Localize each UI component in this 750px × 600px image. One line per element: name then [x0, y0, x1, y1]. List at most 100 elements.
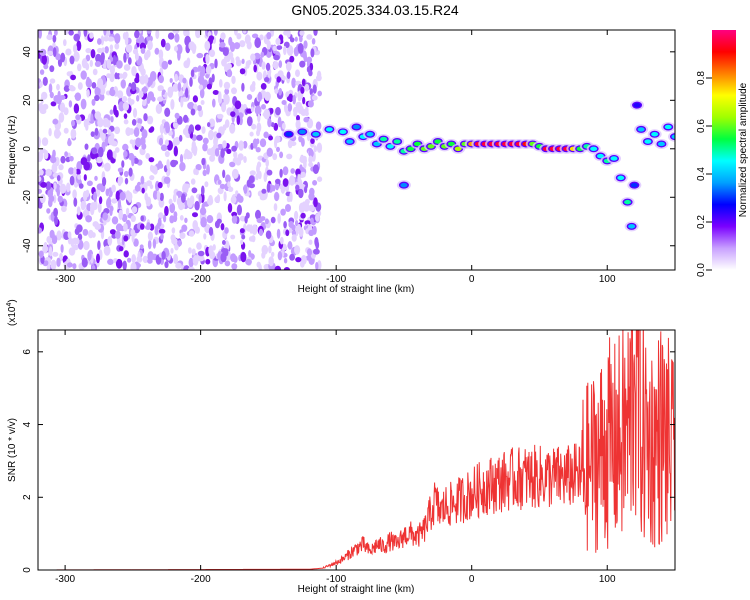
noise-blob	[122, 260, 127, 270]
noise-blob	[192, 95, 198, 103]
noise-blob	[164, 107, 171, 118]
signal-point	[630, 182, 638, 188]
noise-blob	[311, 95, 318, 101]
noise-blob	[50, 259, 57, 270]
noise-blob	[87, 154, 91, 163]
noise-blob	[123, 223, 128, 232]
signal-point	[637, 127, 645, 132]
noise-blob	[315, 262, 319, 270]
noise-blob	[272, 61, 279, 70]
noise-blob	[201, 203, 205, 214]
snr-scale-base: (x10	[7, 306, 18, 326]
noise-blob	[273, 203, 278, 212]
noise-blob	[83, 240, 90, 251]
noise-blob	[42, 244, 49, 254]
noise-blob	[119, 191, 126, 201]
noise-blob	[192, 212, 198, 218]
noise-blob	[38, 188, 43, 194]
noise-blob	[268, 256, 275, 267]
noise-blob	[308, 229, 315, 237]
signal-point	[447, 141, 455, 147]
noise-blob	[98, 146, 104, 158]
noise-blob	[142, 255, 149, 264]
noise-blob	[109, 65, 115, 75]
noise-blob	[84, 143, 89, 150]
noise-blob	[312, 84, 317, 94]
noise-blob	[131, 81, 137, 92]
noise-blob	[129, 139, 134, 145]
noise-blob	[183, 30, 188, 37]
signal-point	[298, 129, 306, 135]
noise-blob	[101, 132, 106, 142]
snr-x-tick-label: -200	[191, 574, 211, 585]
noise-blob	[132, 107, 138, 118]
noise-blob	[74, 92, 82, 101]
noise-blob	[186, 197, 191, 207]
noise-blob	[164, 261, 169, 269]
noise-blob	[222, 124, 227, 131]
noise-blob	[310, 217, 314, 225]
noise-blob	[226, 148, 232, 154]
signal-point	[353, 124, 360, 130]
noise-blob	[52, 251, 59, 257]
noise-blob	[140, 68, 146, 76]
noise-blob	[147, 80, 152, 88]
noise-blob	[140, 175, 145, 185]
noise-blob	[96, 156, 103, 164]
noise-blob	[252, 138, 258, 149]
noise-blob	[169, 78, 173, 83]
noise-blob	[61, 205, 67, 213]
noise-blob	[287, 103, 293, 112]
noise-blob	[119, 73, 123, 79]
noise-blob	[261, 188, 267, 194]
noise-blob	[65, 48, 72, 56]
noise-blob	[155, 103, 163, 114]
noise-blob	[267, 118, 272, 128]
noise-blob	[190, 108, 196, 116]
noise-blob	[144, 192, 148, 201]
noise-blob	[201, 185, 205, 196]
noise-blob	[180, 97, 184, 108]
noise-blob	[231, 263, 238, 270]
noise-blob	[311, 38, 316, 45]
noise-blob	[160, 38, 166, 48]
noise-blob	[133, 238, 139, 247]
noise-blob	[182, 77, 187, 84]
snr-y-tick-label: 0	[22, 567, 33, 573]
noise-blob	[273, 54, 280, 61]
noise-blob	[230, 253, 237, 262]
noise-blob	[206, 215, 214, 224]
noise-blob	[179, 215, 184, 221]
noise-blob	[242, 140, 248, 149]
noise-blob	[192, 220, 198, 231]
noise-blob	[91, 98, 96, 106]
noise-blob	[206, 164, 210, 175]
noise-blob	[80, 157, 88, 166]
noise-blob	[308, 155, 313, 164]
signal-point	[671, 134, 675, 139]
noise-blob	[239, 40, 246, 48]
noise-blob	[135, 72, 140, 82]
noise-blob	[164, 42, 171, 51]
signal-point	[346, 139, 354, 144]
snr-y-axis-label: SNR (10 * v/v)	[7, 418, 18, 482]
spectrogram-y-tick-label: 0	[22, 146, 33, 152]
noise-blob	[109, 89, 116, 96]
noise-blob	[298, 202, 305, 214]
noise-blob	[221, 102, 227, 113]
noise-blob	[133, 127, 140, 138]
noise-blob	[255, 209, 261, 220]
noise-blob	[196, 242, 202, 250]
colorbar-tick-label: 0.8	[696, 71, 707, 85]
noise-blob	[223, 93, 228, 100]
noise-blob	[56, 230, 62, 241]
signal-point	[644, 139, 652, 144]
noise-blob	[229, 123, 236, 134]
noise-blob	[248, 175, 255, 184]
noise-blob	[146, 35, 153, 43]
signal-point	[596, 153, 604, 159]
noise-blob	[91, 147, 98, 155]
noise-blob	[201, 126, 206, 134]
noise-blob	[174, 45, 178, 52]
